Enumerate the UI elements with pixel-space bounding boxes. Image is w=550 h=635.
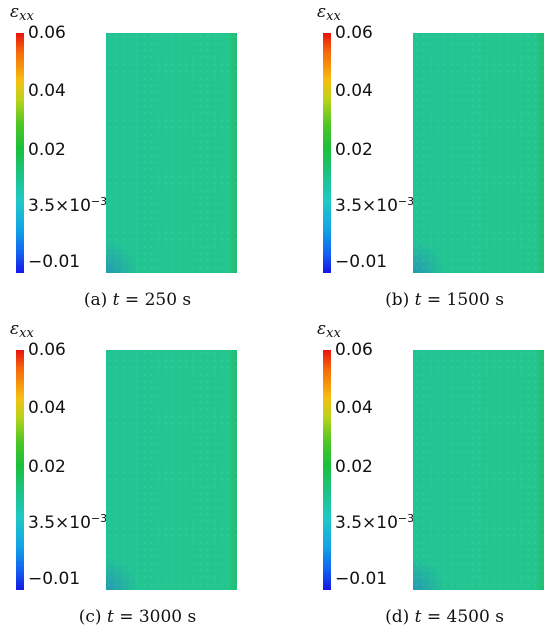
caption-letter: (b): [385, 290, 410, 310]
colorbar-subscript: xx: [326, 9, 341, 24]
tick-004: 0.04: [335, 81, 373, 101]
caption-value: 1500: [446, 290, 490, 310]
colorbar-title: εxx: [10, 2, 34, 24]
tick-threshold: 3.5×10−3: [28, 193, 107, 215]
colorbar: [323, 350, 331, 590]
caption-unit: s: [495, 607, 504, 627]
caption-a: (a) t = 250 s: [0, 290, 275, 310]
tick-max: 0.06: [28, 23, 66, 43]
caption-letter: (c): [78, 607, 102, 627]
caption-var: t: [106, 607, 114, 627]
tick-threshold-mantissa: 3.5×10: [335, 196, 398, 216]
tick-threshold-mantissa: 3.5×10: [28, 513, 91, 533]
tick-min: −0.01: [335, 569, 388, 589]
panel-c: εxx 0.06 0.04 0.02 3.5×10−3 −0.01 (c) t …: [0, 317, 275, 634]
caption-unit: s: [495, 290, 504, 310]
tick-threshold-exponent: −3: [90, 512, 108, 525]
caption-value: 3000: [138, 607, 183, 627]
strain-field-map: [413, 350, 544, 590]
caption-eq: =: [124, 290, 140, 310]
caption-value: 250: [144, 290, 178, 310]
colorbar: [323, 33, 331, 273]
tick-threshold: 3.5×10−3: [28, 510, 107, 532]
tick-threshold: 3.5×10−3: [335, 193, 414, 215]
panel-b: εxx 0.06 0.04 0.02 3.5×10−3 −0.01 (b) t …: [307, 0, 550, 317]
tick-004: 0.04: [335, 398, 373, 418]
caption-d: (d) t = 4500 s: [307, 607, 550, 627]
colorbar-symbol: ε: [317, 2, 327, 22]
tick-max: 0.06: [28, 340, 66, 360]
tick-min: −0.01: [28, 569, 81, 589]
caption-letter: (a): [83, 290, 108, 310]
tick-threshold: 3.5×10−3: [335, 510, 414, 532]
caption-c: (c) t = 3000 s: [0, 607, 275, 627]
tick-004: 0.04: [28, 81, 66, 101]
strain-field-map: [106, 33, 237, 273]
tick-min: −0.01: [28, 252, 81, 272]
caption-unit: s: [187, 607, 197, 627]
strain-field-map: [413, 33, 544, 273]
caption-eq: =: [119, 607, 134, 627]
caption-b: (b) t = 1500 s: [307, 290, 550, 310]
tick-threshold-exponent: −3: [397, 195, 415, 208]
colorbar-subscript: xx: [19, 326, 34, 341]
tick-002: 0.02: [335, 140, 373, 160]
colorbar: [16, 350, 24, 590]
caption-var: t: [414, 607, 422, 627]
colorbar-symbol: ε: [317, 319, 327, 339]
tick-threshold-mantissa: 3.5×10: [28, 196, 91, 216]
tick-threshold-exponent: −3: [397, 512, 415, 525]
panel-d: εxx 0.06 0.04 0.02 3.5×10−3 −0.01 (d) t …: [307, 317, 550, 634]
colorbar-symbol: ε: [10, 319, 20, 339]
colorbar-subscript: xx: [19, 9, 34, 24]
caption-letter: (d): [385, 607, 410, 627]
caption-unit: s: [182, 290, 192, 310]
tick-min: −0.01: [335, 252, 388, 272]
colorbar-subscript: xx: [326, 326, 341, 341]
strain-field-map: [106, 350, 237, 590]
tick-002: 0.02: [28, 457, 66, 477]
caption-var: t: [112, 290, 120, 310]
tick-max: 0.06: [335, 340, 373, 360]
tick-002: 0.02: [28, 140, 66, 160]
tick-max: 0.06: [335, 23, 373, 43]
colorbar-symbol: ε: [10, 2, 20, 22]
caption-value: 4500: [446, 607, 490, 627]
panel-a: εxx 0.06 0.04 0.02 3.5×10−3 −0.01 (a) t …: [0, 0, 275, 317]
colorbar-title: εxx: [10, 319, 34, 341]
caption-eq: =: [426, 607, 442, 627]
colorbar-title: εxx: [317, 2, 341, 24]
caption-var: t: [414, 290, 422, 310]
tick-002: 0.02: [335, 457, 373, 477]
tick-threshold-exponent: −3: [90, 195, 108, 208]
colorbar-title: εxx: [317, 319, 341, 341]
colorbar: [16, 33, 24, 273]
caption-eq: =: [426, 290, 442, 310]
tick-004: 0.04: [28, 398, 66, 418]
tick-threshold-mantissa: 3.5×10: [335, 513, 398, 533]
